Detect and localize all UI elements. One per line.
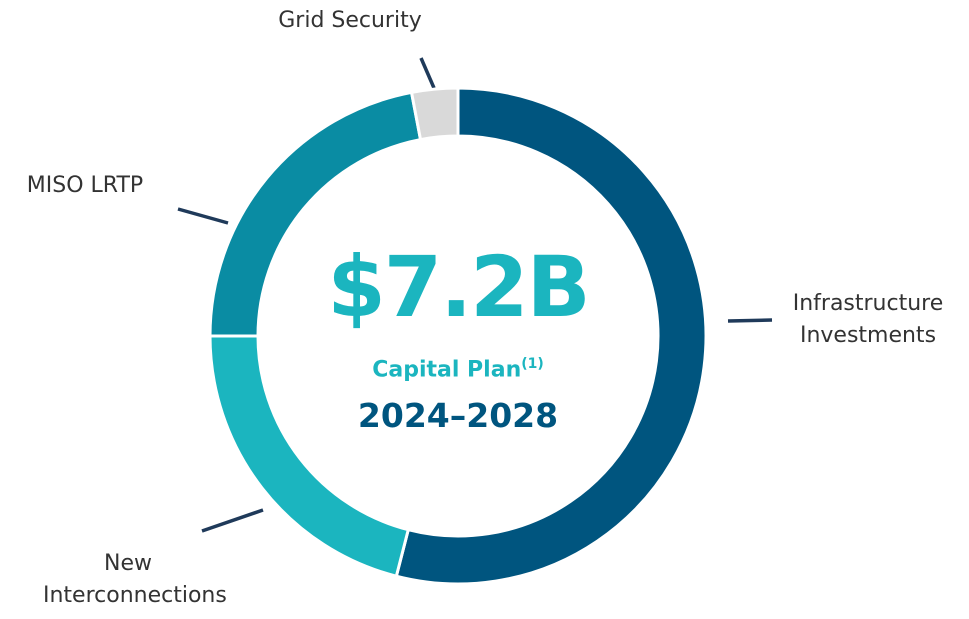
donut-segment: [409, 86, 460, 142]
donut-segment: [394, 86, 708, 586]
center-period: 2024–2028: [357, 396, 559, 435]
leader-lines: [177, 57, 773, 533]
center-subtitle-wrap: Capital Plan(1): [372, 356, 544, 382]
leader-line: [727, 318, 773, 323]
category-label: New Interconnections: [43, 551, 227, 608]
leader-line: [419, 57, 436, 89]
category-label: Grid Security: [278, 8, 422, 33]
footnote: (1): [521, 356, 544, 372]
leader-line: [201, 508, 264, 533]
center-title: $7.2B: [327, 238, 590, 336]
category-label: MISO LRTP: [26, 173, 144, 198]
center-subtitle: Capital Plan: [372, 357, 522, 383]
leader-line: [177, 207, 229, 225]
category-label: Infrastructure Investments: [792, 291, 944, 348]
